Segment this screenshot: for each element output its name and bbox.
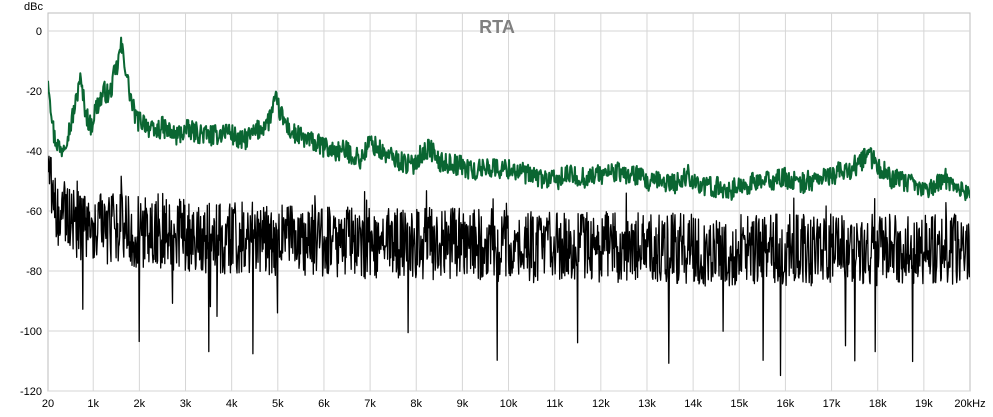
x-tick-label: 4k [226,398,238,410]
x-tick-label: 16k [777,398,795,410]
y-tick-label: -100 [20,326,42,338]
x-tick-label: 5k [272,398,284,410]
x-tick-label: 17k [823,398,841,410]
y-tick-label: -40 [26,146,42,158]
harmonic-trace [48,36,970,202]
x-tick-label: 18k [869,398,887,410]
x-tick-label: 19k [915,398,933,410]
x-tick-label: 9k [457,398,469,410]
x-tick-label: 14k [684,398,702,410]
x-tick-label: 1k [87,398,99,410]
grid-lines [48,13,970,392]
chart-title: RTA [479,17,515,37]
x-tick-label: 7k [364,398,376,410]
x-tick-label: 15k [730,398,748,410]
x-tick-label: 3k [180,398,192,410]
x-tick-label: 2k [134,398,146,410]
series-layer [48,36,970,377]
x-tick-label: 12k [592,398,610,410]
x-tick-label: 20kHz [954,398,985,410]
y-tick-label: -80 [26,266,42,278]
y-tick-label: -20 [26,86,42,98]
axis-labels: 20 1k 2k 3k 4k 5k 6k 7k 8k 9k 10k 11k 12k 13k 14k 15k 16… [20,26,986,410]
x-tick-label: 10k [500,398,518,410]
y-tick-label: 0 [36,26,42,38]
y-tick-label: -60 [26,206,42,218]
y-tick-label: -120 [20,386,42,398]
x-tick-label: 13k [638,398,656,410]
x-tick-label: 6k [318,398,330,410]
noise-floor-trace [48,155,970,377]
x-tick-label: 11k [546,398,563,410]
x-tick-label: 20 [42,398,54,410]
y-unit-label: dBc [24,1,43,13]
x-tick-label: 8k [410,398,422,410]
